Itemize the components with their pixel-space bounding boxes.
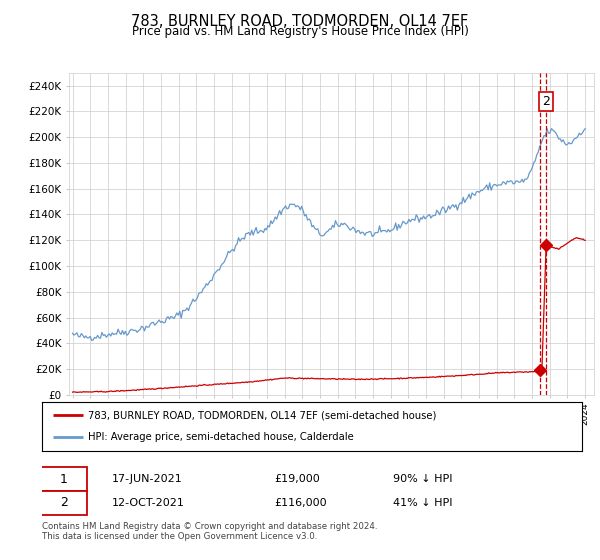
Text: 1: 1 [59, 473, 68, 486]
Text: Contains HM Land Registry data © Crown copyright and database right 2024.
This d: Contains HM Land Registry data © Crown c… [42, 522, 377, 542]
Text: HPI: Average price, semi-detached house, Calderdale: HPI: Average price, semi-detached house,… [88, 432, 353, 442]
Text: 783, BURNLEY ROAD, TODMORDEN, OL14 7EF: 783, BURNLEY ROAD, TODMORDEN, OL14 7EF [131, 14, 469, 29]
FancyBboxPatch shape [41, 491, 87, 515]
Text: Price paid vs. HM Land Registry's House Price Index (HPI): Price paid vs. HM Land Registry's House … [131, 25, 469, 38]
Text: 17-JUN-2021: 17-JUN-2021 [112, 474, 183, 484]
Text: 2: 2 [542, 95, 550, 108]
Text: 41% ↓ HPI: 41% ↓ HPI [393, 498, 452, 508]
Text: £19,000: £19,000 [274, 474, 320, 484]
Text: £116,000: £116,000 [274, 498, 327, 508]
Text: 783, BURNLEY ROAD, TODMORDEN, OL14 7EF (semi-detached house): 783, BURNLEY ROAD, TODMORDEN, OL14 7EF (… [88, 410, 436, 421]
FancyBboxPatch shape [41, 467, 87, 491]
Text: 12-OCT-2021: 12-OCT-2021 [112, 498, 185, 508]
Text: 2: 2 [59, 497, 68, 510]
Text: 90% ↓ HPI: 90% ↓ HPI [393, 474, 452, 484]
